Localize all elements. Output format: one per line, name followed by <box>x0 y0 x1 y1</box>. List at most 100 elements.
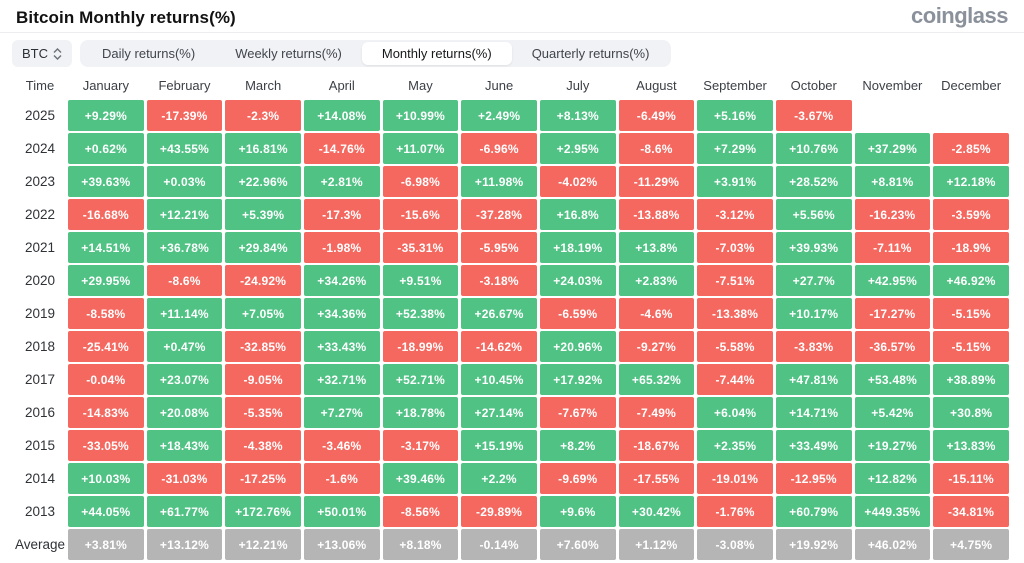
time-column-header: Time <box>25 77 55 93</box>
month-column-header: November <box>862 77 923 93</box>
return-cell: -32.85% <box>225 331 301 362</box>
table-row: 2015 -33.05% +18.43% -4.38% -3.46% -3.17% +15.… <box>15 430 1009 461</box>
month-column-header: August <box>636 77 677 93</box>
return-cell: +10.76% <box>775 133 852 164</box>
return-cell: -8.6% <box>146 265 223 296</box>
return-cell: +39.63% <box>68 166 144 197</box>
return-cell: +3.91% <box>697 166 773 197</box>
return-cell: -25.41% <box>68 331 144 362</box>
return-cell: +42.95% <box>854 265 931 296</box>
year-cell: 2019 <box>24 306 56 321</box>
return-cell: -9.27% <box>618 331 695 362</box>
return-cell: -3.12% <box>697 199 773 230</box>
return-cell: +7.05% <box>225 298 301 329</box>
tab-monthly-returns[interactable]: Monthly returns(%) <box>361 42 512 65</box>
return-cell: -13.38% <box>697 298 773 329</box>
return-cell: -0.14% <box>461 529 537 560</box>
return-cell: -9.69% <box>539 463 616 494</box>
return-cell: +5.56% <box>775 199 852 230</box>
symbol-select[interactable]: BTC <box>12 40 72 67</box>
return-cell: -1.6% <box>303 463 380 494</box>
year-cell: 2024 <box>24 141 56 156</box>
return-cell: +0.03% <box>146 166 223 197</box>
return-cell: -14.76% <box>303 133 380 164</box>
return-cell: +8.81% <box>854 166 931 197</box>
return-cell: -5.58% <box>697 331 773 362</box>
return-cell: -18.9% <box>933 232 1009 263</box>
table-row: 2019 -8.58% +11.14% +7.05% +34.36% +52.38% +26… <box>15 298 1009 329</box>
return-cell: +27.14% <box>461 397 537 428</box>
tab-daily-returns[interactable]: Daily returns(%) <box>82 42 215 65</box>
return-cell: +2.49% <box>461 100 537 131</box>
return-cell: +8.2% <box>539 430 616 461</box>
return-cell: -31.03% <box>146 463 223 494</box>
returns-tab-group: Daily returns(%) Weekly returns(%) Month… <box>80 40 672 67</box>
tab-weekly-returns[interactable]: Weekly returns(%) <box>215 42 362 65</box>
return-cell: +52.38% <box>382 298 459 329</box>
return-cell: -5.95% <box>461 232 537 263</box>
return-cell: +8.13% <box>539 100 616 131</box>
return-cell: +11.98% <box>461 166 537 197</box>
return-cell: +10.17% <box>775 298 852 329</box>
return-cell: +52.71% <box>382 364 459 395</box>
return-cell: +61.77% <box>146 496 223 527</box>
return-cell: -3.67% <box>775 100 852 131</box>
return-cell: +9.51% <box>382 265 459 296</box>
return-cell: +46.02% <box>854 529 931 560</box>
returns-table: Time January February March April May June July… <box>12 70 1012 562</box>
return-cell: +50.01% <box>303 496 380 527</box>
month-column-header: January <box>82 77 129 93</box>
return-cell: +47.81% <box>775 364 852 395</box>
month-column-header: June <box>485 77 514 93</box>
table-row: Average +3.81% +13.12% +12.21% +13.06% +8.18%… <box>15 529 1009 560</box>
table-row: 2014 +10.03% -31.03% -17.25% -1.6% +39.46% +2.… <box>15 463 1009 494</box>
return-cell: +5.42% <box>854 397 931 428</box>
return-cell: -1.98% <box>303 232 380 263</box>
return-cell: +26.67% <box>461 298 537 329</box>
coinglass-logo: coinglass <box>911 3 1008 28</box>
table-row: 2022 -16.68% +12.21% +5.39% -17.3% -15.6% -37.… <box>15 199 1009 230</box>
return-cell: +22.96% <box>225 166 301 197</box>
return-cell: -6.98% <box>382 166 459 197</box>
return-cell: +7.29% <box>697 133 773 164</box>
month-column-header: July <box>566 77 590 93</box>
return-cell: -13.88% <box>618 199 695 230</box>
tab-quarterly-returns[interactable]: Quarterly returns(%) <box>512 42 670 65</box>
return-cell: -0.04% <box>68 364 144 395</box>
chevron-updown-icon <box>53 47 62 60</box>
return-cell: +12.18% <box>933 166 1009 197</box>
return-cell: +44.05% <box>68 496 144 527</box>
return-cell: -36.57% <box>854 331 931 362</box>
year-cell: 2023 <box>24 174 56 189</box>
table-header: Time January February March April May June July… <box>15 72 1009 98</box>
return-cell: -2.85% <box>933 133 1009 164</box>
return-cell: +14.71% <box>775 397 852 428</box>
return-cell: +9.29% <box>68 100 144 131</box>
return-cell: +18.43% <box>146 430 223 461</box>
symbol-select-value: BTC <box>22 46 48 61</box>
return-cell: +19.27% <box>854 430 931 461</box>
return-cell: +28.52% <box>775 166 852 197</box>
return-cell: -24.92% <box>225 265 301 296</box>
return-cell: +2.81% <box>303 166 380 197</box>
return-cell: -7.03% <box>697 232 773 263</box>
return-cell: +60.79% <box>775 496 852 527</box>
table-row: 2020 +29.95% -8.6% -24.92% +34.26% +9.51% -3.1… <box>15 265 1009 296</box>
return-cell: -7.49% <box>618 397 695 428</box>
return-cell: +27.7% <box>775 265 852 296</box>
return-cell: -16.68% <box>68 199 144 230</box>
return-cell: +34.26% <box>303 265 380 296</box>
return-cell: +33.43% <box>303 331 380 362</box>
return-cell: +19.92% <box>775 529 852 560</box>
return-cell: -6.49% <box>618 100 695 131</box>
return-cell: +18.78% <box>382 397 459 428</box>
return-cell: +12.21% <box>225 529 301 560</box>
table-row: 2018 -25.41% +0.47% -32.85% +33.43% -18.99% -1… <box>15 331 1009 362</box>
return-cell: -17.3% <box>303 199 380 230</box>
return-cell: +11.14% <box>146 298 223 329</box>
return-cell: +32.71% <box>303 364 380 395</box>
return-cell: +29.95% <box>68 265 144 296</box>
return-cell: -1.76% <box>697 496 773 527</box>
table-row: 2021 +14.51% +36.78% +29.84% -1.98% -35.31% -5… <box>15 232 1009 263</box>
controls-bar: BTC Daily returns(%) Weekly returns(%) M… <box>12 40 1012 67</box>
